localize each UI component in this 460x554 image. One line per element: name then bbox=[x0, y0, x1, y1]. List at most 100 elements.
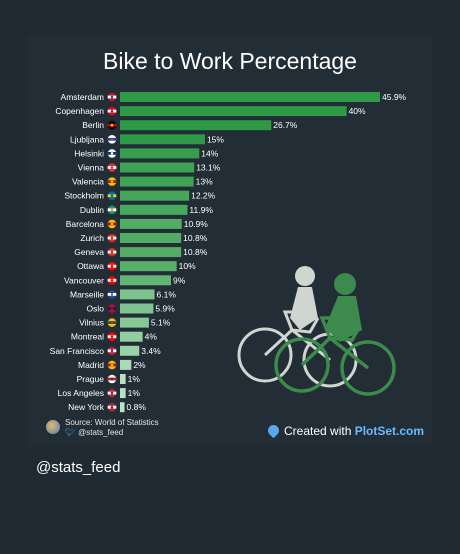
category-label: Stockholm bbox=[64, 191, 104, 201]
data-label: 1% bbox=[128, 374, 141, 384]
plotset-credit[interactable]: Created with PlotSet.com bbox=[265, 422, 425, 439]
category-label: Geneva bbox=[74, 247, 104, 257]
category-label: Zurich bbox=[80, 233, 104, 243]
flag-icon bbox=[107, 374, 117, 384]
bar bbox=[120, 345, 140, 356]
flag-icon bbox=[107, 332, 117, 342]
data-label: 2% bbox=[133, 360, 146, 370]
category-label: Berlin bbox=[82, 120, 104, 130]
bar bbox=[120, 233, 182, 243]
bar bbox=[120, 218, 182, 229]
chart-title: Bike to Work Percentage bbox=[103, 48, 357, 74]
bar bbox=[120, 247, 182, 258]
data-label: 4% bbox=[145, 332, 158, 342]
flag-icon bbox=[107, 318, 117, 327]
data-label: 9% bbox=[173, 275, 186, 285]
bar bbox=[120, 148, 200, 159]
category-label: Ottawa bbox=[77, 261, 104, 271]
data-label: 10.9% bbox=[184, 219, 209, 229]
cyclists-illustration bbox=[237, 266, 396, 396]
bar bbox=[120, 289, 155, 300]
bar bbox=[120, 190, 190, 201]
data-label: 10.8% bbox=[183, 233, 208, 243]
category-label: Ljubljana bbox=[70, 134, 104, 144]
category-label: Vilnius bbox=[79, 318, 104, 328]
flag-icon bbox=[107, 135, 117, 144]
bar bbox=[120, 359, 132, 370]
category-label: Barcelona bbox=[66, 219, 105, 229]
category-label: Los Angeles bbox=[58, 388, 104, 398]
category-label: San Francisco bbox=[50, 346, 105, 356]
bar bbox=[120, 331, 143, 342]
data-label: 10.8% bbox=[183, 247, 208, 257]
data-label: 12.2% bbox=[191, 191, 216, 201]
source-handle: @stats_feed bbox=[78, 428, 124, 437]
bar bbox=[120, 92, 380, 102]
category-label: Montreal bbox=[71, 332, 104, 342]
bar bbox=[120, 317, 149, 328]
flag-icon bbox=[107, 205, 117, 215]
bar bbox=[120, 402, 125, 413]
data-label: 14% bbox=[201, 148, 218, 158]
data-label: 15% bbox=[207, 134, 224, 144]
flag-icon bbox=[107, 304, 117, 313]
data-label: 13.1% bbox=[196, 163, 221, 173]
flag-icon bbox=[107, 219, 117, 229]
data-label: 13% bbox=[196, 177, 213, 187]
category-label: Oslo bbox=[87, 304, 105, 314]
bar bbox=[120, 388, 126, 399]
bar bbox=[120, 204, 188, 215]
category-label: Dublin bbox=[80, 205, 104, 215]
credit-prefix: Created with bbox=[284, 424, 355, 438]
data-label: 10% bbox=[179, 261, 196, 271]
flag-icon bbox=[107, 261, 117, 271]
data-label: 40% bbox=[349, 106, 366, 116]
flag-icon bbox=[107, 360, 117, 370]
data-label: 5.9% bbox=[155, 304, 175, 314]
globe-icon bbox=[46, 420, 60, 434]
category-label: New York bbox=[68, 402, 105, 412]
bar bbox=[120, 275, 171, 286]
flag-icon bbox=[107, 233, 117, 243]
category-label: Helsinki bbox=[74, 148, 104, 158]
bar bbox=[120, 176, 194, 187]
category-label: Amsterdam bbox=[61, 92, 104, 102]
credit-brand: PlotSet.com bbox=[354, 424, 425, 438]
flag-icon bbox=[107, 290, 117, 299]
category-label: Madrid bbox=[78, 360, 104, 370]
category-label: Copenhagen bbox=[55, 106, 104, 116]
data-label: 0.8% bbox=[127, 402, 147, 412]
data-label: 5.1% bbox=[151, 318, 171, 328]
caption-handle: @stats_feed bbox=[36, 459, 121, 476]
flag-icon bbox=[107, 120, 117, 130]
data-label: 26.7% bbox=[273, 120, 298, 130]
bar bbox=[120, 134, 205, 145]
data-label: 11.9% bbox=[189, 205, 213, 215]
category-label: Vancouver bbox=[64, 275, 104, 285]
flag-icon bbox=[107, 276, 117, 285]
data-label: 3.4% bbox=[141, 346, 161, 356]
flag-icon bbox=[107, 92, 117, 102]
flag-icon bbox=[107, 177, 117, 186]
flag-icon bbox=[107, 191, 117, 200]
bar bbox=[120, 162, 195, 173]
category-label: Prague bbox=[77, 374, 105, 384]
flag-icon bbox=[107, 388, 117, 398]
flag-icon bbox=[107, 149, 117, 158]
twitter-icon: 🐦︎ bbox=[65, 428, 76, 437]
flag-icon bbox=[107, 346, 117, 356]
source-label: Source: World of Statistics bbox=[65, 418, 159, 427]
data-label: 45.9% bbox=[382, 92, 407, 102]
bar bbox=[120, 106, 347, 117]
bar bbox=[120, 120, 272, 131]
flag-icon bbox=[107, 402, 117, 412]
category-label: Valencia bbox=[72, 177, 104, 187]
flag-icon bbox=[107, 163, 117, 172]
data-label: 6.1% bbox=[157, 289, 177, 299]
category-label: Vienna bbox=[78, 163, 105, 173]
flag-icon bbox=[107, 247, 117, 257]
bar bbox=[120, 303, 154, 314]
category-label: Marseille bbox=[70, 289, 104, 299]
bar bbox=[120, 261, 177, 272]
